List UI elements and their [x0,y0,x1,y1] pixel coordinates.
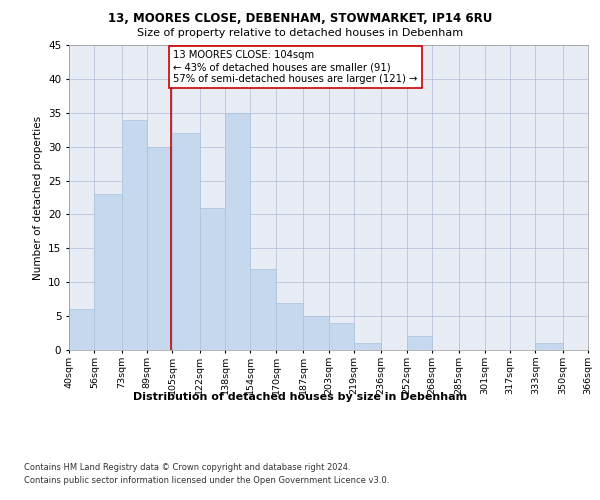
Bar [172,133,200,350]
Bar [535,343,563,350]
Bar [303,316,329,350]
Text: Distribution of detached houses by size in Debenham: Distribution of detached houses by size … [133,392,467,402]
Bar [329,323,354,350]
Bar [276,302,303,350]
Bar [225,113,250,350]
Bar [69,310,94,350]
Bar [200,208,225,350]
Bar [147,146,172,350]
Text: 13, MOORES CLOSE, DEBENHAM, STOWMARKET, IP14 6RU: 13, MOORES CLOSE, DEBENHAM, STOWMARKET, … [108,12,492,26]
Text: 13 MOORES CLOSE: 104sqm
← 43% of detached houses are smaller (91)
57% of semi-de: 13 MOORES CLOSE: 104sqm ← 43% of detache… [173,50,418,84]
Bar [407,336,432,350]
Bar [122,120,147,350]
Text: Contains HM Land Registry data © Crown copyright and database right 2024.: Contains HM Land Registry data © Crown c… [24,462,350,471]
Y-axis label: Number of detached properties: Number of detached properties [32,116,43,280]
Text: Size of property relative to detached houses in Debenham: Size of property relative to detached ho… [137,28,463,38]
Bar [250,268,276,350]
Text: Contains public sector information licensed under the Open Government Licence v3: Contains public sector information licen… [24,476,389,485]
Bar [354,343,381,350]
Bar [94,194,122,350]
